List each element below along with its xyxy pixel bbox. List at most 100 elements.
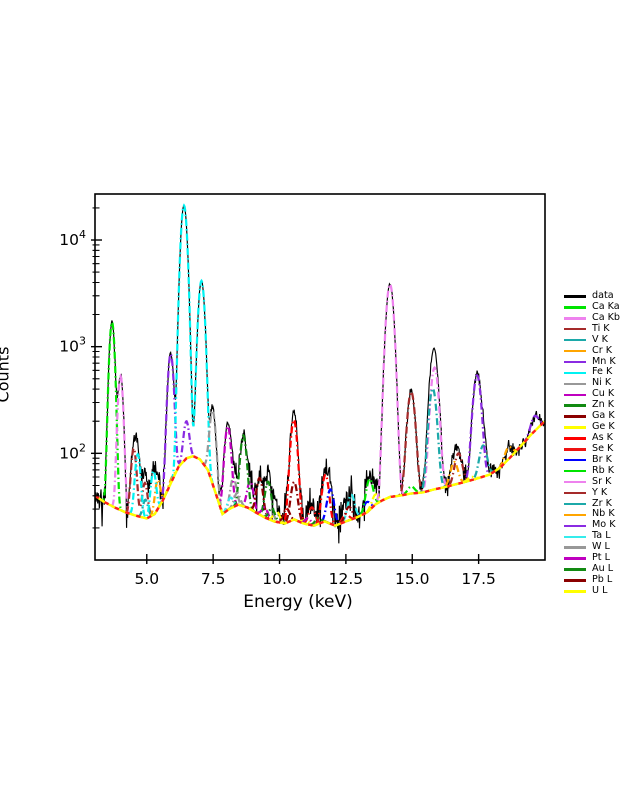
legend-swatch [564,470,586,473]
legend-swatch [564,295,586,298]
legend-swatch [564,557,586,560]
legend-item-data: data [564,290,620,302]
legend-swatch [564,404,586,407]
fit-curve-nb-k [432,460,477,491]
legend-item-ca-ka: Ca Ka [564,300,620,313]
axis-ticks [91,207,480,564]
legend-swatch [564,437,586,440]
legend-item-cu-k: Cu K [564,388,620,400]
legend-label: Se K [592,442,614,454]
x-tick-label: 7.5 [201,570,226,588]
x-tick-label: 17.5 [461,570,496,588]
x-tick-label: 10.0 [262,570,297,588]
legend-item-y-k: Y K [564,487,620,499]
legend-label: U L [592,584,608,596]
legend-item-br-k: Br K [564,453,620,466]
legend-swatch [564,306,586,309]
legend-item-ca-kb: Ca Kb [564,311,621,324]
legend-label: Au L [592,563,614,575]
legend-label: Fe K [592,366,613,378]
legend-label: Mo K [592,519,616,531]
legend-swatch [564,371,586,375]
legend-label: Cr K [592,344,612,356]
legend-swatch [564,502,586,506]
legend-item-pt-l: Pt L [564,552,620,564]
x-tick-label: 5.0 [134,570,159,588]
legend-label: As K [592,431,613,443]
legend-swatch [564,513,586,517]
legend-swatch [564,448,586,451]
fit-curve-sr-k [367,282,412,513]
legend-label: Pb L [592,573,613,585]
legend-swatch [564,590,586,593]
legend-label: Ca Ka [592,300,620,312]
legend-swatch [564,426,586,429]
legend-swatch [564,382,586,386]
fit-curve-mn-k [148,351,209,519]
legend-item-ni-k: Ni K [564,377,620,389]
legend-label: V K [592,333,608,345]
legend-swatch [564,415,586,418]
legend-swatch [564,491,586,495]
legend-label: data [592,290,614,301]
legend-label: Nb K [592,508,615,520]
legend-item-ta-l: Ta L [564,530,620,542]
legend-item-mn-k: Mn K [564,355,620,368]
x-tick-label: 12.5 [329,570,364,588]
plot-area [95,203,545,544]
legend-item-se-k: Se K [564,442,620,455]
legend-item-zn-k: Zn K [564,399,620,411]
legend-label: Rb K [592,464,615,476]
legend-label: Cu K [592,388,615,400]
legend-item-as-k: As K [564,431,620,444]
legend-label: Ta L [592,530,611,542]
y-tick-label: 103 [59,335,86,356]
legend-item-v-k: V K [564,333,620,346]
fit-curve-u-l [353,493,398,520]
legend-item-rb-k: Rb K [564,464,620,477]
legend-item-u-l: U L [564,584,620,597]
legend-item-sr-k: Sr K [564,476,620,488]
legend-swatch [564,459,586,462]
legend-label: Zr K [592,497,612,509]
fit-curve-zr-k [461,444,506,484]
legend-item-w-l: W L [564,541,620,553]
legend-label: Br K [592,453,612,465]
x-axis-label-text: Energy (keV) [243,592,353,612]
legend-item-au-l: Au L [564,563,620,575]
fit-curve-y-k [436,452,481,490]
fit-curve-fe-k [115,203,224,519]
legend-label: Ni K [592,377,612,389]
legend-item-zr-k: Zr K [564,497,620,510]
legend-swatch [564,317,586,320]
legend-item-cr-k: Cr K [564,344,620,357]
legend-swatch [564,568,586,571]
data-series-line [95,204,545,544]
background-curve-overlay [95,420,545,527]
legend-swatch [564,579,586,582]
legend-swatch [564,535,586,538]
legend-label: Ca Kb [592,311,621,323]
legend-item-ti-k: Ti K [564,323,620,335]
legend-label: Zn K [592,399,614,411]
legend-item-mo-k: Mo K [564,519,620,531]
legend-item-nb-k: Nb K [564,509,620,520]
legend-item-pb-l: Pb L [564,573,620,586]
legend-swatch [564,524,586,528]
legend-item-ga-k: Ga K [564,410,620,422]
legend-label: Ge K [592,421,615,433]
fit-curve-ta-l [207,471,253,516]
legend-item-ge-k: Ge K [564,421,620,433]
legend-swatch [564,349,586,353]
y-tick-label: 102 [59,441,86,462]
legend-label: Mn K [592,355,616,367]
legend-swatch [564,546,586,549]
legend-label: W L [592,541,610,553]
legend-label: Ga K [592,410,615,422]
legend-item-fe-k: Fe K [564,367,620,378]
legend-swatch [564,360,586,364]
fit-curve-au-l [295,516,340,527]
